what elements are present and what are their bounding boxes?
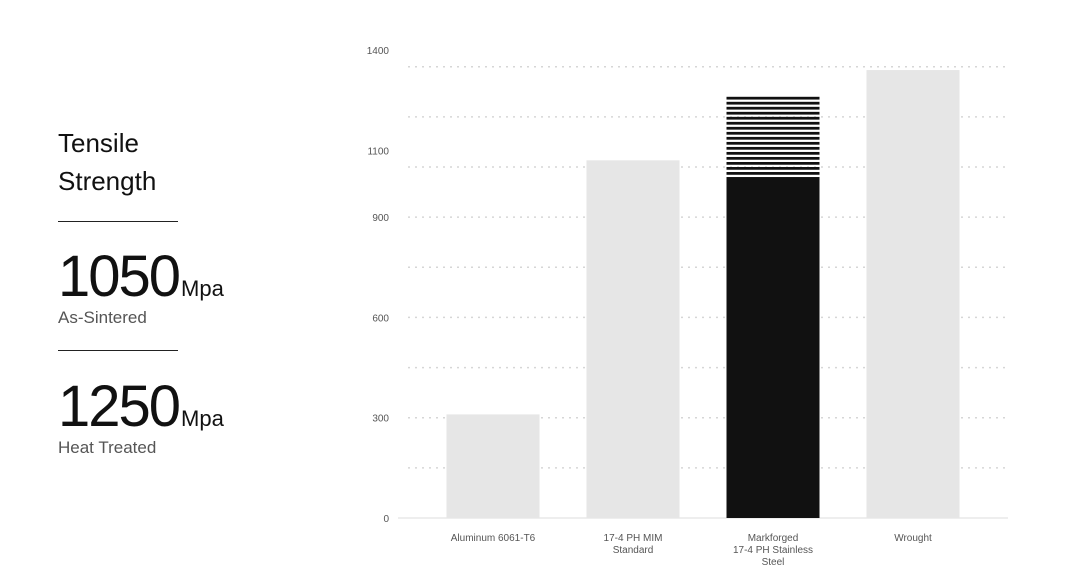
stat-number: 1050: [58, 244, 181, 309]
bar: [726, 177, 820, 518]
stat-value-as-sintered: 1050Mpa: [58, 248, 224, 318]
bar-stripe: [726, 121, 820, 125]
bar: [866, 70, 960, 519]
bar-stripe: [726, 146, 820, 150]
x-category-label: Aluminum 6061-T6: [451, 533, 536, 544]
bar-stripe: [726, 131, 820, 135]
bar-stripe: [726, 151, 820, 155]
bar-stripe: [726, 116, 820, 120]
y-tick-label: 0: [383, 514, 389, 525]
bar: [586, 160, 680, 519]
y-tick-label: 600: [372, 313, 389, 324]
bar-stripe: [726, 111, 820, 115]
stat-value-heat-treated: 1250Mpa: [58, 378, 224, 448]
y-tick-label: 1100: [367, 146, 389, 157]
summary-title: Tensile Strength: [58, 124, 258, 200]
x-category-label: Wrought: [894, 533, 932, 544]
bar-stripe: [726, 106, 820, 110]
bar-stripe: [726, 136, 820, 140]
bar-stripe: [726, 172, 820, 175]
divider: [58, 221, 178, 222]
x-category-label: Steel: [762, 557, 785, 568]
bar-stripe: [726, 167, 820, 170]
stat-label-as-sintered: As-Sintered: [58, 308, 147, 327]
x-category-label: 17-4 PH Stainless: [733, 545, 813, 556]
stat-unit: Mpa: [181, 406, 224, 431]
bar-stripe: [726, 156, 820, 160]
stat-number: 1250: [58, 374, 181, 439]
divider: [58, 350, 178, 351]
chart-panel: 0 300 600 900 1100 1400 Aluminum 6061-T6 17-4 P…: [316, 0, 1016, 575]
x-category-label: Markforged: [748, 533, 799, 544]
x-category-label: 17-4 PH MIM: [604, 533, 663, 544]
stat-unit: Mpa: [181, 276, 224, 301]
y-tick-label: 1400: [367, 46, 390, 57]
bar-stripe: [726, 126, 820, 130]
bar-stripe: [726, 101, 820, 105]
stat-label-heat-treated: Heat Treated: [58, 438, 157, 457]
title-line-2: Strength: [58, 166, 157, 196]
title-line-1: Tensile: [58, 128, 139, 158]
bar: [446, 414, 540, 518]
y-tick-label: 300: [372, 414, 389, 425]
bar-stripe: [726, 141, 820, 145]
tensile-strength-chart: 0 300 600 900 1100 1400 Aluminum 6061-T6 17-4 P…: [367, 46, 1008, 568]
x-category-label: Standard: [613, 545, 654, 556]
bar-stripe: [726, 161, 820, 165]
bar-stripe: [726, 96, 820, 100]
y-tick-label: 900: [372, 213, 389, 224]
